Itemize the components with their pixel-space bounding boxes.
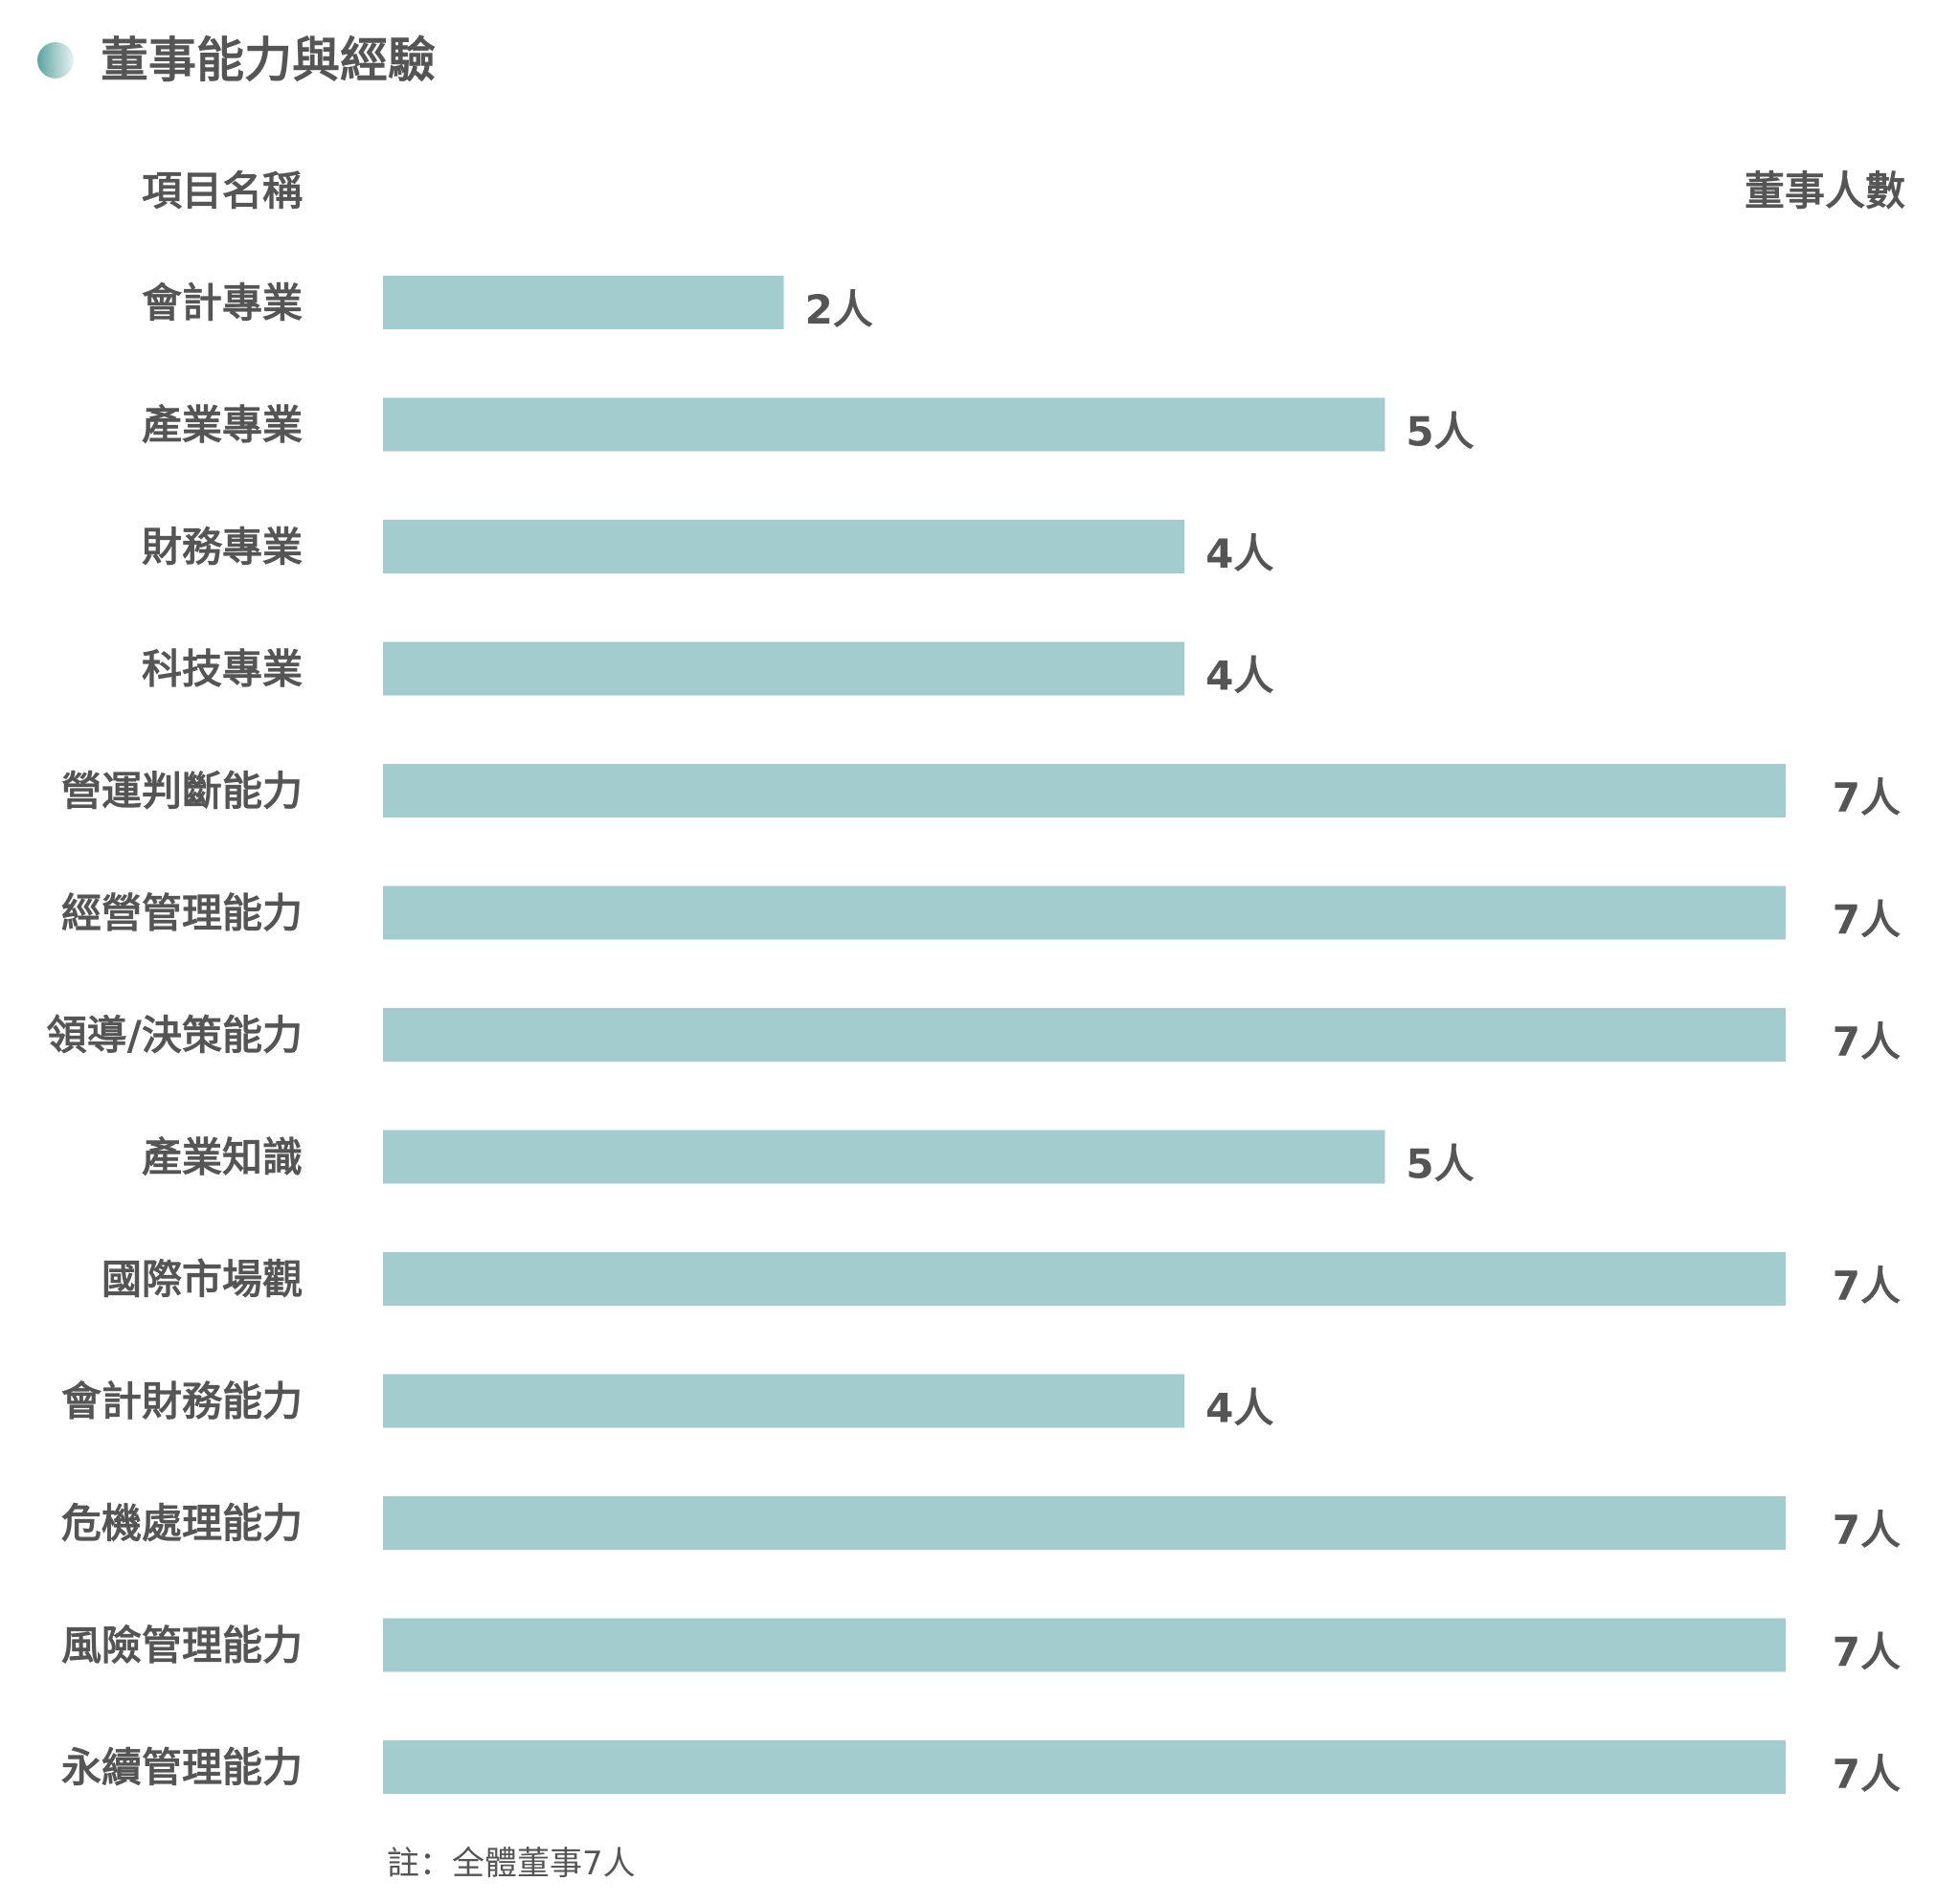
category-label: 會計財務能力 bbox=[61, 1378, 303, 1425]
value-label: 4人 bbox=[1205, 530, 1273, 577]
value-label: 7人 bbox=[1833, 1751, 1901, 1798]
bar bbox=[383, 1496, 1786, 1550]
bar bbox=[383, 764, 1786, 818]
bar bbox=[383, 1618, 1786, 1672]
value-label: 7人 bbox=[1833, 1629, 1901, 1676]
category-label: 營運判斷能力 bbox=[61, 768, 303, 815]
bar bbox=[383, 1008, 1786, 1062]
category-label: 財務專業 bbox=[142, 524, 303, 571]
value-label: 7人 bbox=[1833, 774, 1901, 821]
footnote: 註：全體董事7人 bbox=[387, 1845, 636, 1883]
value-label: 4人 bbox=[1205, 1385, 1273, 1432]
category-label: 產業專業 bbox=[142, 402, 303, 449]
value-label: 2人 bbox=[805, 286, 873, 333]
category-label: 產業知識 bbox=[142, 1134, 303, 1181]
value-label: 4人 bbox=[1205, 653, 1273, 700]
value-label: 7人 bbox=[1833, 897, 1901, 944]
value-header: 董事人數 bbox=[1745, 168, 1905, 214]
category-label: 經營管理能力 bbox=[61, 890, 303, 937]
bar bbox=[383, 641, 1185, 696]
value-label: 7人 bbox=[1833, 1019, 1901, 1065]
bar bbox=[383, 1740, 1786, 1794]
category-label: 科技專業 bbox=[142, 646, 303, 693]
category-header: 項目名稱 bbox=[142, 168, 303, 214]
bar bbox=[383, 276, 784, 329]
bar bbox=[383, 1374, 1185, 1428]
category-label: 領導/決策能力 bbox=[47, 1012, 303, 1059]
value-label: 7人 bbox=[1833, 1263, 1901, 1310]
category-label: 國際市場觀 bbox=[101, 1256, 303, 1303]
value-label: 5人 bbox=[1406, 1141, 1474, 1188]
bar bbox=[383, 397, 1385, 452]
category-label: 危機處理能力 bbox=[61, 1500, 303, 1547]
value-label: 5人 bbox=[1406, 409, 1474, 456]
bar bbox=[383, 520, 1185, 573]
bar bbox=[383, 1130, 1385, 1184]
category-label: 會計專業 bbox=[142, 280, 303, 326]
category-label: 永續管理能力 bbox=[61, 1744, 303, 1791]
title-bullet-icon bbox=[37, 42, 74, 78]
category-label: 風險管理能力 bbox=[61, 1623, 303, 1669]
value-label: 7人 bbox=[1833, 1507, 1901, 1554]
bar bbox=[383, 1252, 1786, 1306]
bar bbox=[383, 885, 1786, 940]
chart-title: 董事能力與經驗 bbox=[101, 33, 436, 88]
